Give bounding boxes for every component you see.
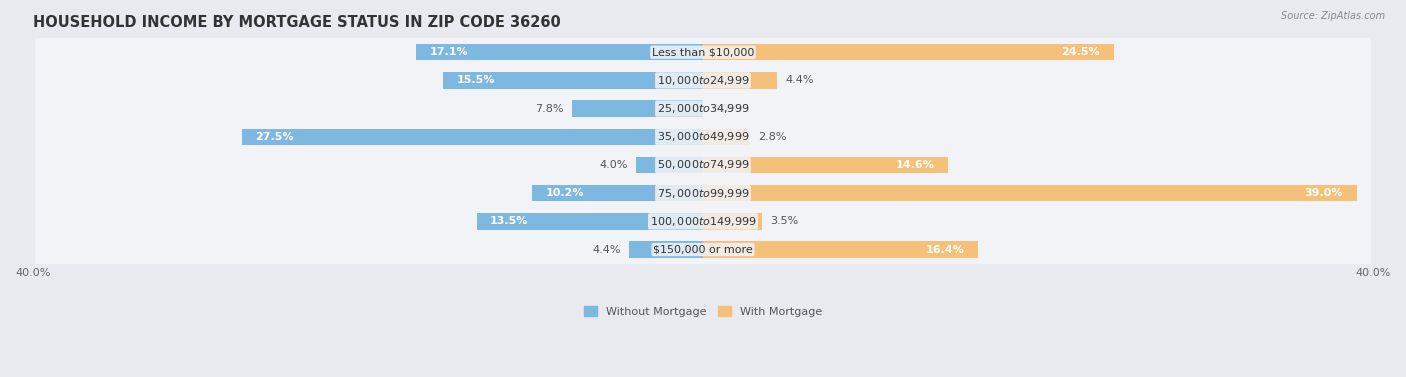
- Text: 14.6%: 14.6%: [896, 160, 934, 170]
- Text: HOUSEHOLD INCOME BY MORTGAGE STATUS IN ZIP CODE 36260: HOUSEHOLD INCOME BY MORTGAGE STATUS IN Z…: [32, 15, 561, 30]
- Text: 7.8%: 7.8%: [536, 104, 564, 113]
- Text: 27.5%: 27.5%: [256, 132, 294, 142]
- Bar: [703, 129, 749, 145]
- Legend: Without Mortgage, With Mortgage: Without Mortgage, With Mortgage: [579, 302, 827, 321]
- Text: 16.4%: 16.4%: [925, 245, 965, 254]
- FancyBboxPatch shape: [35, 176, 1371, 211]
- Text: 13.5%: 13.5%: [491, 216, 529, 226]
- Text: 15.5%: 15.5%: [457, 75, 495, 86]
- Text: Less than $10,000: Less than $10,000: [652, 47, 754, 57]
- Text: $50,000 to $74,999: $50,000 to $74,999: [657, 158, 749, 172]
- Text: 4.4%: 4.4%: [785, 75, 814, 86]
- Text: $150,000 or more: $150,000 or more: [654, 245, 752, 254]
- Text: 3.5%: 3.5%: [770, 216, 799, 226]
- Text: 2.8%: 2.8%: [758, 132, 787, 142]
- Bar: [703, 241, 977, 258]
- Text: $75,000 to $99,999: $75,000 to $99,999: [657, 187, 749, 200]
- Bar: [703, 44, 1114, 60]
- Bar: [703, 157, 948, 173]
- Bar: [531, 185, 703, 201]
- FancyBboxPatch shape: [35, 204, 1371, 239]
- Bar: [630, 241, 703, 258]
- Text: 10.2%: 10.2%: [546, 188, 583, 198]
- Text: 4.4%: 4.4%: [592, 245, 621, 254]
- Text: 24.5%: 24.5%: [1062, 47, 1099, 57]
- Bar: [703, 72, 776, 89]
- Bar: [636, 157, 703, 173]
- FancyBboxPatch shape: [35, 35, 1371, 70]
- FancyBboxPatch shape: [35, 147, 1371, 182]
- Bar: [416, 44, 703, 60]
- Bar: [703, 213, 762, 230]
- Text: 0.0%: 0.0%: [711, 104, 740, 113]
- Text: 4.0%: 4.0%: [599, 160, 627, 170]
- Text: Source: ZipAtlas.com: Source: ZipAtlas.com: [1281, 11, 1385, 21]
- Bar: [477, 213, 703, 230]
- Text: 17.1%: 17.1%: [430, 47, 468, 57]
- Bar: [703, 185, 1357, 201]
- Bar: [242, 129, 703, 145]
- Text: $10,000 to $24,999: $10,000 to $24,999: [657, 74, 749, 87]
- Bar: [572, 100, 703, 117]
- FancyBboxPatch shape: [35, 63, 1371, 98]
- FancyBboxPatch shape: [35, 119, 1371, 154]
- Text: $35,000 to $49,999: $35,000 to $49,999: [657, 130, 749, 143]
- Bar: [443, 72, 703, 89]
- Text: 39.0%: 39.0%: [1305, 188, 1343, 198]
- FancyBboxPatch shape: [35, 91, 1371, 126]
- Text: $100,000 to $149,999: $100,000 to $149,999: [650, 215, 756, 228]
- FancyBboxPatch shape: [35, 232, 1371, 267]
- Text: $25,000 to $34,999: $25,000 to $34,999: [657, 102, 749, 115]
